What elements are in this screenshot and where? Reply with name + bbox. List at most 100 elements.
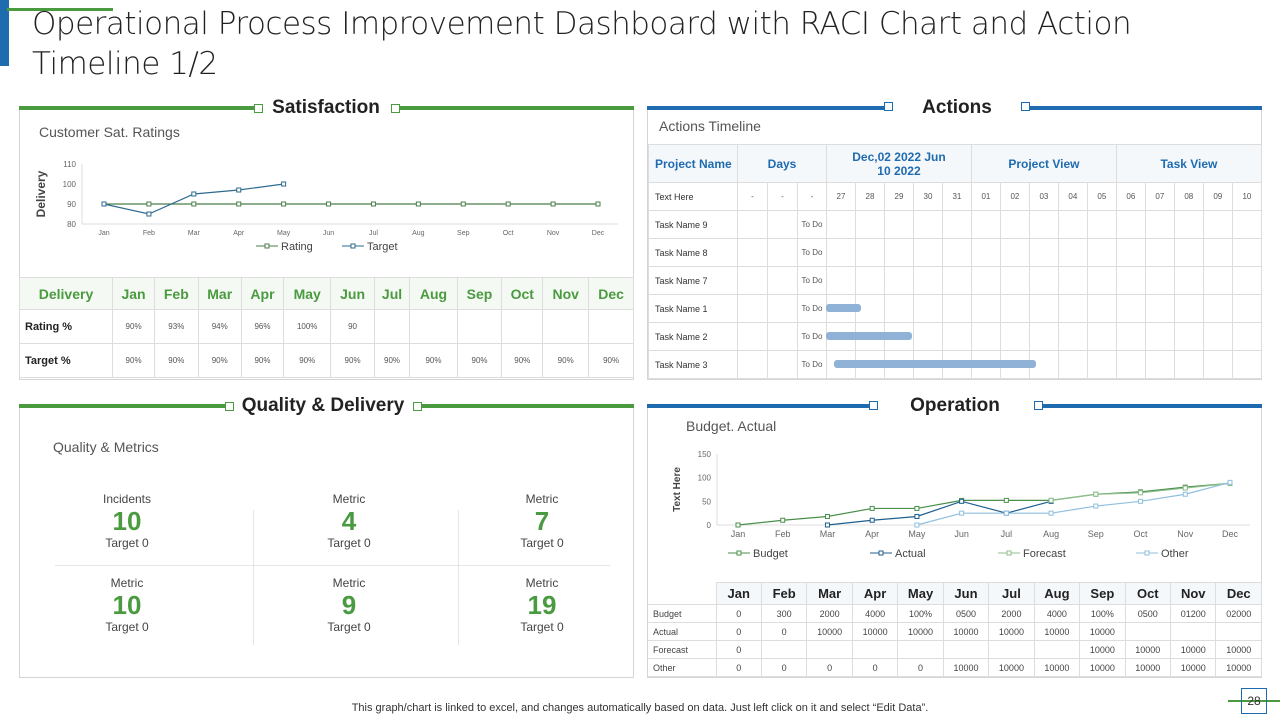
data-point [1003, 497, 1009, 503]
month-header: Mar [806, 582, 853, 605]
data-point [550, 201, 556, 207]
x-tick-label: Aug [412, 230, 425, 237]
accent-line [7, 8, 113, 11]
x-tick-label: Aug [1043, 529, 1059, 539]
divider [253, 510, 254, 645]
empty-header [648, 582, 716, 605]
data-point [146, 201, 152, 207]
table-cell: 94% [197, 309, 242, 344]
table-cell: 0500 [942, 604, 990, 623]
table-cell: 96% [240, 309, 285, 344]
metric-target: Target 0 [327, 536, 371, 550]
table-cell: 90% [330, 343, 375, 378]
task-row[interactable]: Task Name 9 To Do [648, 210, 1263, 239]
data-point [460, 201, 466, 207]
table-cell: 10000 [988, 658, 1035, 677]
empty-cell [767, 238, 798, 267]
y-tick-label: 80 [67, 220, 76, 229]
data-point [146, 211, 152, 217]
timeline-cell [912, 238, 943, 267]
timeline-cell [1231, 210, 1263, 239]
timeline-cell [1086, 266, 1117, 295]
timeline-cell [999, 266, 1030, 295]
y-tick-label: 90 [67, 200, 76, 209]
task-row[interactable]: Task Name 7 To Do [648, 266, 1263, 295]
header-project-name: Project Name [648, 144, 738, 183]
task-row[interactable]: Task Name 1 To Do [648, 294, 1263, 323]
task-name: Task Name 1 [648, 294, 738, 323]
timeline-cell [941, 210, 972, 239]
table-cell: 90% [154, 343, 199, 378]
delivery-header: Delivery [19, 277, 113, 310]
day-cell: 09 [1202, 182, 1233, 211]
month-header: Jun [330, 277, 375, 310]
gantt-bar[interactable] [826, 332, 912, 341]
data-point [959, 510, 965, 516]
square-icon [391, 104, 400, 113]
timeline-cell [1057, 210, 1088, 239]
timeline-cell [912, 322, 943, 351]
task-row[interactable]: Task Name 8 To Do [648, 238, 1263, 267]
table-cell: 93% [154, 309, 199, 344]
data-point [780, 517, 786, 523]
timeline-cell [999, 322, 1030, 351]
gantt-table: Project Name Days Dec,02 2022 Jun 10 202… [648, 144, 1263, 379]
table-cell: 10000 [1215, 658, 1262, 677]
task-status: To Do [796, 210, 828, 239]
table-cell: 0 [715, 622, 762, 641]
empty-cell [737, 322, 768, 351]
empty-cell [767, 210, 798, 239]
task-row[interactable]: Task Name 2 To Do [648, 322, 1263, 351]
table-cell: 10000 [1079, 658, 1126, 677]
header-task-view[interactable]: Task View [1115, 144, 1263, 183]
data-point [101, 201, 107, 207]
divider [19, 404, 229, 408]
data-point [236, 187, 242, 193]
timeline-cell [1144, 322, 1175, 351]
row-label: Forecast [648, 640, 717, 659]
series-line-target [103, 183, 284, 215]
timeline-cell [1057, 294, 1088, 323]
timeline-cell [1231, 238, 1263, 267]
data-point [1093, 503, 1099, 509]
x-tick-label: Mar [188, 230, 201, 237]
metric-value: 4 [341, 506, 357, 536]
timeline-cell [1028, 210, 1059, 239]
table-cell: 90% [283, 343, 332, 378]
timeline-cell [1086, 294, 1117, 323]
table-cell: 4000 [1033, 604, 1081, 623]
day-cell: - [767, 182, 798, 211]
legend-label: Budget [753, 548, 788, 560]
budget-actual-chart: 0 50 100 150 Jan Feb Mar Apr May Jun Jul Aug Sep Oct N… [672, 450, 1250, 560]
metric-card: Metric 19 Target 0 [442, 576, 642, 634]
empty-cell [767, 350, 798, 379]
timeline-cell [1057, 350, 1088, 379]
actions-panel [647, 108, 1262, 380]
header-project-view[interactable]: Project View [970, 144, 1117, 183]
metric-card: Metric 7 Target 0 [442, 492, 642, 550]
table-cell [897, 640, 944, 659]
timeline-cell [826, 238, 856, 267]
gantt-bar[interactable] [834, 360, 1036, 368]
timeline-cell [1028, 294, 1059, 323]
timeline-cell [1202, 266, 1233, 295]
metric-target: Target 0 [105, 620, 149, 634]
divider [1228, 700, 1280, 702]
empty-cell [767, 322, 798, 351]
legend-label: Forecast [1023, 548, 1066, 560]
x-tick-label: Apr [865, 529, 879, 539]
timeline-cell [999, 210, 1030, 239]
timeline-cell [1115, 350, 1146, 379]
timeline-cell [826, 210, 856, 239]
month-header: Aug [1033, 582, 1081, 605]
table-cell [988, 640, 1035, 659]
timeline-cell [855, 238, 885, 267]
month-header: Apr [240, 277, 285, 310]
table-cell: 01200 [1170, 604, 1217, 623]
gantt-bar[interactable] [826, 304, 861, 313]
month-header: Apr [851, 582, 899, 605]
table-cell: 90% [542, 343, 590, 378]
timeline-cell [1173, 266, 1204, 295]
task-name: Task Name 3 [648, 350, 738, 379]
timeline-cell [1115, 210, 1146, 239]
